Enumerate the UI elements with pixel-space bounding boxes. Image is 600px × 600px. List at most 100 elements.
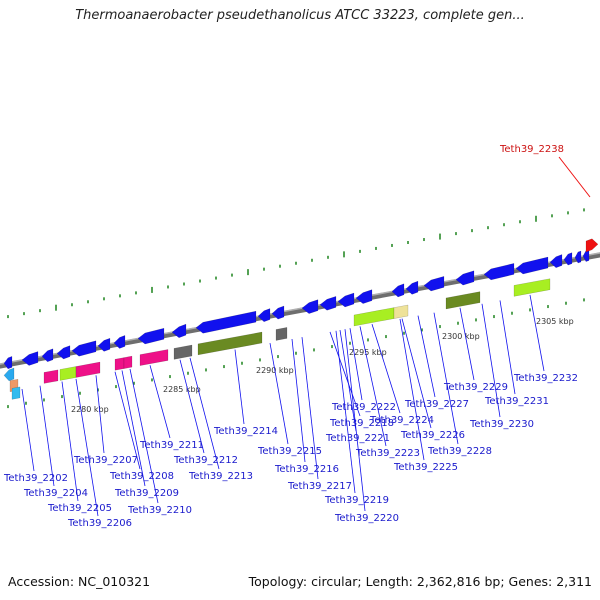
gene-label[interactable]: Teth39_2222 xyxy=(331,402,396,413)
label-leader xyxy=(269,342,289,445)
gene-label[interactable]: Teth39_2216 xyxy=(274,464,339,475)
highlight-leader xyxy=(558,156,591,198)
rna-gene[interactable] xyxy=(43,369,59,384)
gene-label[interactable]: Teth39_2211 xyxy=(139,440,204,451)
label-leader xyxy=(417,315,436,398)
rna-gene[interactable] xyxy=(173,344,193,360)
gene-label[interactable]: Teth39_2217 xyxy=(287,481,352,492)
kbp-label: 2280 kbp xyxy=(71,405,109,414)
rna-gene[interactable] xyxy=(513,278,551,297)
gene-label[interactable]: Teth39_2229 xyxy=(443,382,508,393)
gene-track[interactable] xyxy=(3,238,599,400)
scale-ticks xyxy=(7,208,585,409)
cds-gene[interactable] xyxy=(319,295,337,311)
rna-gene[interactable] xyxy=(123,355,133,369)
rna-gene[interactable] xyxy=(11,386,21,400)
label-leader xyxy=(291,338,306,463)
gene-label[interactable]: Teth39_2218 xyxy=(329,418,394,429)
gene-label[interactable]: Teth39_2224 xyxy=(369,415,434,426)
gene-label[interactable]: Teth39_2214 xyxy=(213,426,278,437)
gene-label[interactable]: Teth39_2202 xyxy=(3,473,68,484)
cds-gene[interactable] xyxy=(549,254,563,268)
cds-gene[interactable] xyxy=(423,275,445,292)
cds-gene[interactable] xyxy=(97,337,111,352)
gene-label[interactable]: Teth39_2205 xyxy=(47,503,112,514)
gene-label[interactable]: Teth39_2220 xyxy=(334,513,399,524)
gene-label[interactable]: Teth39_2221 xyxy=(325,433,390,444)
cds-gene[interactable] xyxy=(582,249,590,262)
gene-label[interactable]: Teth39_2204 xyxy=(23,488,88,499)
label-leaders xyxy=(21,294,545,517)
highlight-gene[interactable] xyxy=(585,238,599,253)
label-leader xyxy=(359,326,387,447)
gene-label[interactable]: Teth39_2212 xyxy=(173,455,238,466)
gene-label[interactable]: Teth39_2206 xyxy=(67,518,132,529)
gene-label[interactable]: Teth39_2230 xyxy=(469,419,534,430)
cds-gene[interactable] xyxy=(257,308,271,323)
label-leader xyxy=(95,375,105,454)
topology-text: Topology: circular; Length: 2,362,816 bp… xyxy=(248,574,592,589)
label-leader xyxy=(114,371,141,470)
label-leader xyxy=(189,357,220,470)
map-title: Thermoanaerobacter pseudethanolicus ATCC… xyxy=(75,8,525,23)
rna-gene[interactable] xyxy=(275,327,288,341)
gene-label[interactable]: Teth39_2232 xyxy=(513,373,578,384)
cds-gene[interactable] xyxy=(455,270,475,286)
label-leader xyxy=(401,318,432,429)
gene-label[interactable]: Teth39_2207 xyxy=(73,455,138,466)
cds-gene[interactable] xyxy=(563,252,573,266)
rna-gene[interactable] xyxy=(393,304,409,319)
accession-text: Accession: NC_010321 xyxy=(8,574,151,589)
cds-gene[interactable] xyxy=(41,348,54,363)
cds-gene[interactable] xyxy=(574,250,582,264)
cds-gene[interactable] xyxy=(171,323,187,338)
cds-gene[interactable] xyxy=(56,345,71,360)
label-leader xyxy=(499,300,516,395)
gene-label[interactable]: Teth39_2227 xyxy=(404,399,469,410)
rna-gene[interactable] xyxy=(353,307,395,327)
label-leader xyxy=(433,312,459,445)
cds-gene[interactable] xyxy=(113,335,126,349)
cds-gene[interactable] xyxy=(21,351,39,366)
kbp-label: 2285 kbp xyxy=(163,385,201,394)
kbp-label: 2305 kbp xyxy=(536,317,574,326)
gene-label[interactable]: Teth39_2226 xyxy=(400,430,465,441)
cds-gene[interactable] xyxy=(71,340,97,357)
rna-gene[interactable] xyxy=(139,349,169,366)
gene-label[interactable]: Teth39_2208 xyxy=(109,471,174,482)
cds-gene[interactable] xyxy=(483,263,515,281)
label-leader xyxy=(371,324,401,414)
label-leader xyxy=(344,329,366,512)
rna-gene[interactable] xyxy=(114,357,125,371)
gene-labels: Teth39_2202Teth39_2204Teth39_2205Teth39_… xyxy=(3,373,578,529)
cds-gene[interactable] xyxy=(515,256,549,275)
rna-gene[interactable] xyxy=(445,291,481,310)
gene-label[interactable]: Teth39_2225 xyxy=(393,462,458,473)
gene-label[interactable]: Teth39_2215 xyxy=(257,446,322,457)
highlight-gene-label[interactable]: Teth39_2238 xyxy=(499,144,564,155)
rna-gene[interactable] xyxy=(59,366,77,381)
gene-label[interactable]: Teth39_2210 xyxy=(127,505,192,516)
cds-gene[interactable] xyxy=(195,310,257,334)
small-gene[interactable] xyxy=(3,367,15,382)
gene-label[interactable]: Teth39_2213 xyxy=(188,471,253,482)
label-leader xyxy=(121,370,146,487)
cds-gene[interactable] xyxy=(355,289,373,304)
label-leader xyxy=(349,328,363,401)
gene-label[interactable]: Teth39_2231 xyxy=(484,396,549,407)
label-leader xyxy=(329,331,361,417)
cds-gene[interactable] xyxy=(3,355,13,370)
gene-label[interactable]: Teth39_2219 xyxy=(324,495,389,506)
gene-label[interactable]: Teth39_2223 xyxy=(355,448,420,459)
gene-label[interactable]: Teth39_2209 xyxy=(114,488,179,499)
rna-gene[interactable] xyxy=(197,331,263,356)
cds-gene[interactable] xyxy=(271,305,285,320)
rna-gene[interactable] xyxy=(75,361,101,378)
cds-gene[interactable] xyxy=(137,327,165,345)
cds-gene[interactable] xyxy=(301,299,319,314)
cds-gene[interactable] xyxy=(391,283,405,298)
cds-gene[interactable] xyxy=(337,292,355,308)
cds-gene[interactable] xyxy=(405,280,419,295)
gene-label[interactable]: Teth39_2228 xyxy=(427,446,492,457)
